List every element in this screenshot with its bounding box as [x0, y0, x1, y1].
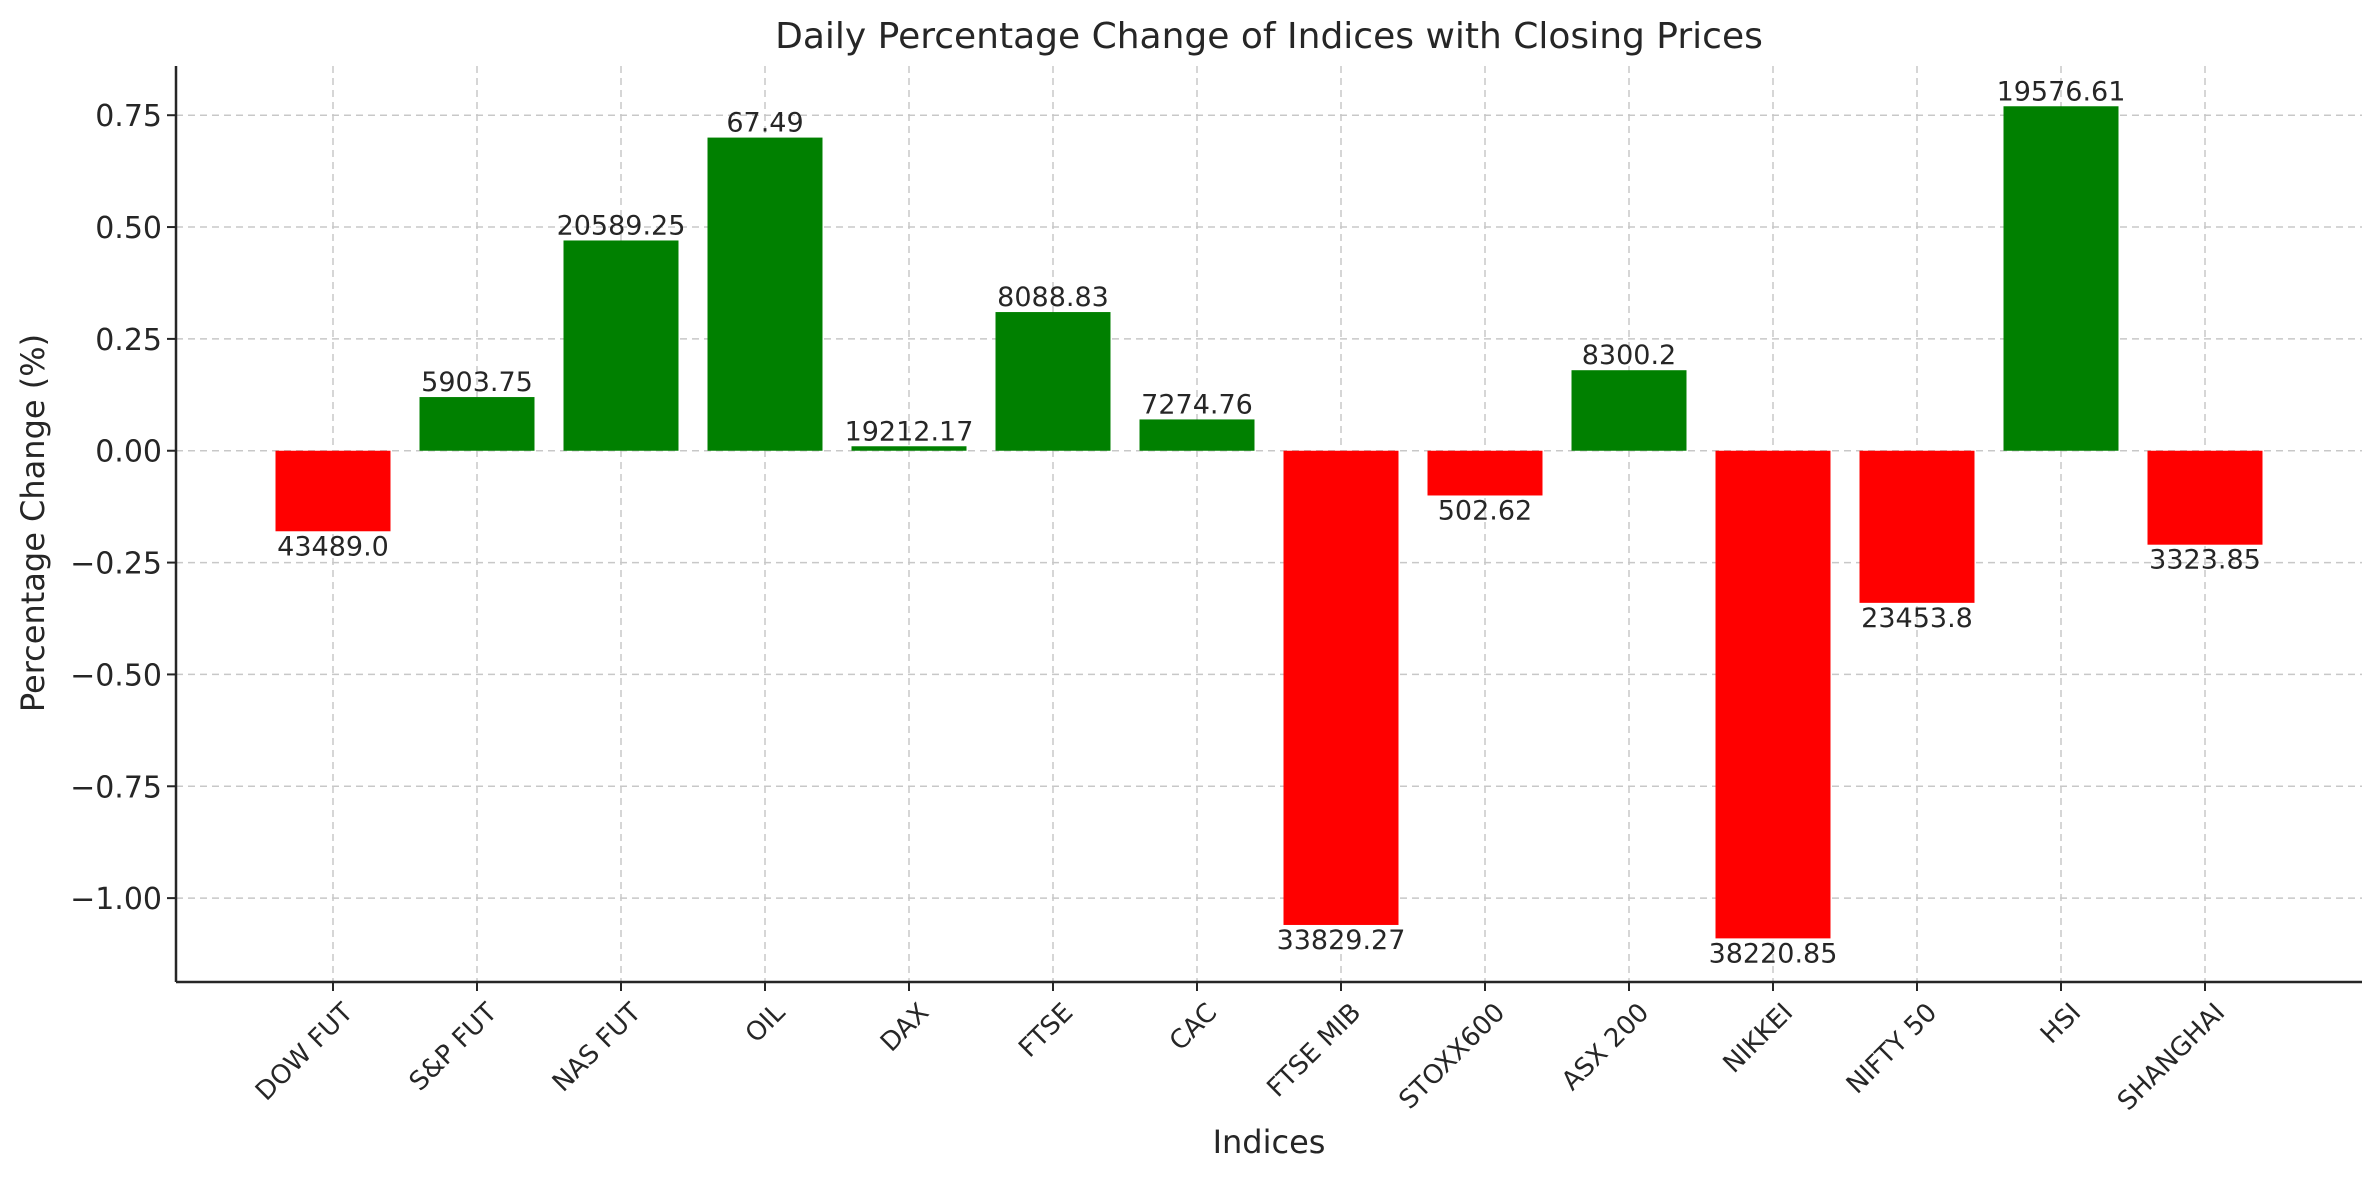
x-tick-label: STOXX600	[1393, 998, 1511, 1116]
bar	[563, 240, 679, 451]
y-tick-label: 0.50	[95, 211, 162, 246]
bar	[1139, 419, 1255, 451]
y-tick-label: −0.50	[70, 658, 162, 693]
data-label: 8300.2	[1582, 340, 1676, 371]
data-label: 502.62	[1438, 495, 1532, 526]
bar	[2003, 106, 2119, 451]
y-tick-label: 0.00	[95, 435, 162, 470]
bar	[1715, 450, 1831, 939]
x-tick-label: FTSE	[1013, 998, 1079, 1064]
x-tick-label: CAC	[1164, 998, 1223, 1057]
data-label: 38220.85	[1709, 938, 1838, 969]
bar	[275, 450, 391, 532]
bar	[1571, 370, 1687, 451]
x-tick-label: HSI	[2035, 998, 2087, 1050]
data-label: 19576.61	[1997, 76, 2126, 107]
data-label: 43489.0	[277, 531, 389, 562]
x-tick-label: SHANGHAI	[2112, 998, 2231, 1117]
data-label: 67.49	[726, 108, 803, 139]
x-tick-label: FTSE MIB	[1261, 998, 1367, 1104]
data-labels: 43489.0 5903.75 20589.25 67.49 19212.17 8088.…	[277, 76, 2261, 969]
x-tick-label: S&P FUT	[404, 998, 503, 1097]
x-tick-label: DAX	[875, 998, 935, 1058]
x-tick-label: DOW FUT	[250, 998, 359, 1107]
bar	[2147, 450, 2263, 545]
bar	[1859, 450, 1975, 603]
data-label: 7274.76	[1141, 389, 1253, 420]
bars	[275, 106, 2263, 939]
data-label: 3323.85	[2149, 545, 2261, 576]
y-tick-label: 0.75	[95, 99, 162, 134]
bar	[1427, 450, 1543, 496]
y-tick-label: 0.25	[95, 323, 162, 358]
y-axis-label: Percentage Change (%)	[14, 334, 52, 712]
data-label: 5903.75	[421, 367, 533, 398]
bar	[851, 446, 967, 451]
data-label: 23453.8	[1861, 603, 1973, 634]
bar	[419, 397, 535, 451]
data-label: 8088.83	[997, 282, 1109, 313]
x-tick-label: NIKKEI	[1718, 998, 1800, 1080]
data-label: 33829.27	[1277, 925, 1406, 956]
chart-title: Daily Percentage Change of Indices with …	[775, 16, 1763, 57]
data-label: 19212.17	[845, 416, 974, 447]
y-tick-label: −1.00	[70, 882, 162, 917]
bar	[1283, 450, 1399, 925]
x-axis-label: Indices	[1213, 1123, 1326, 1161]
data-label: 20589.25	[557, 210, 686, 241]
bar	[995, 312, 1111, 451]
x-tick-label: NAS FUT	[547, 998, 647, 1098]
x-tick-label: ASX 200	[1556, 998, 1655, 1097]
y-tick-label: −0.25	[70, 547, 162, 582]
x-tick-label: OIL	[740, 997, 792, 1049]
x-tick-label: NIFTY 50	[1841, 998, 1943, 1100]
bar	[707, 137, 823, 451]
y-tick-label: −0.75	[70, 770, 162, 805]
